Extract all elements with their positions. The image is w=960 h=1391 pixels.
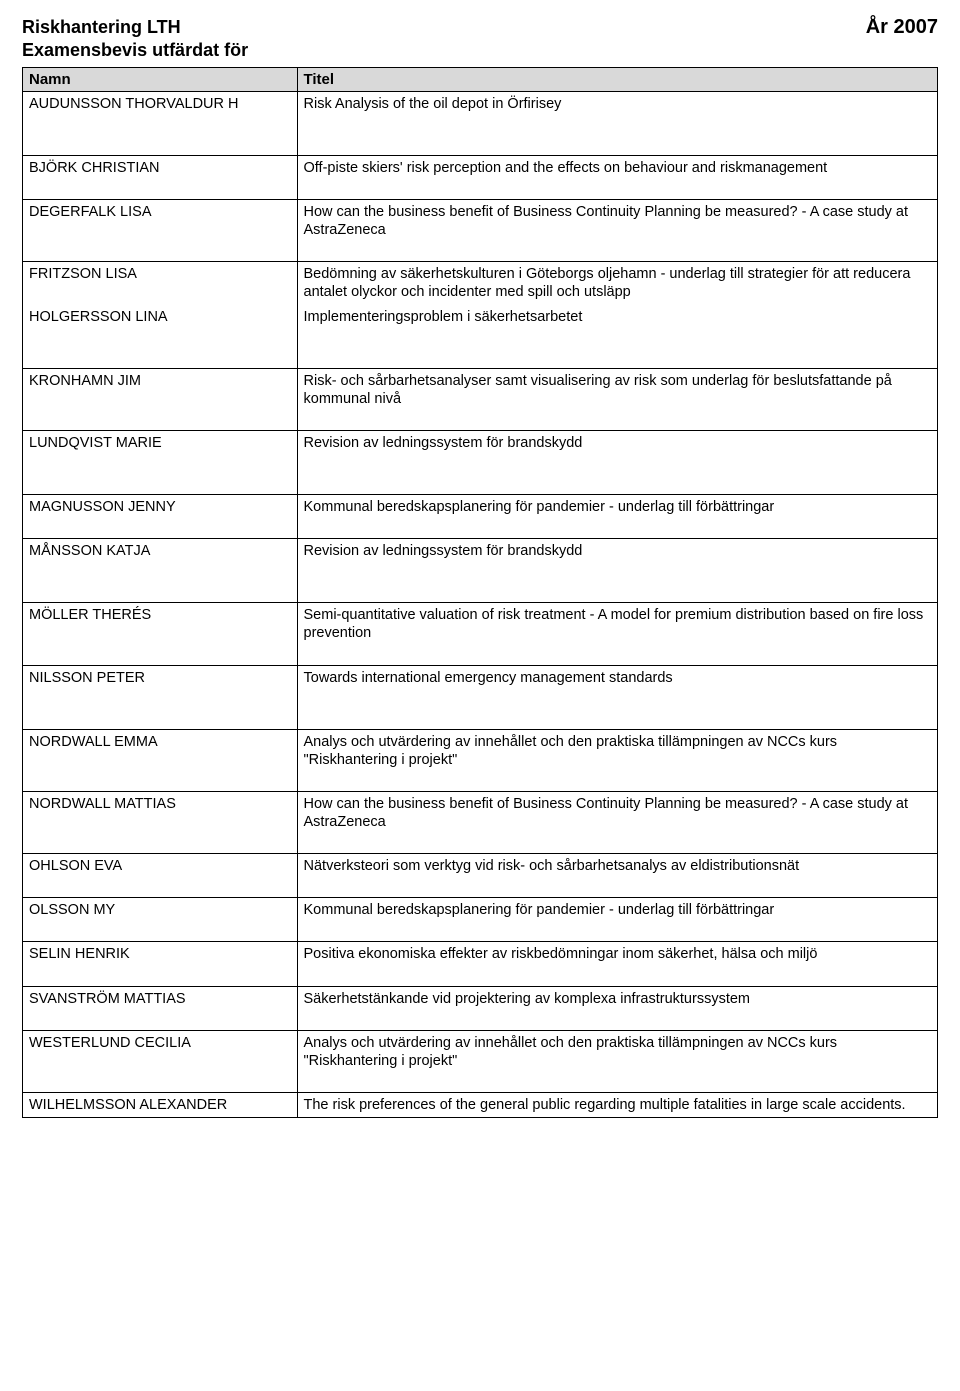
cell-title: How can the business benefit of Business… — [297, 200, 938, 262]
cell-title: Analys och utvärdering av innehållet och… — [297, 729, 938, 791]
table-row: SELIN HENRIKPositiva ekonomiska effekter… — [23, 942, 938, 986]
table-row: OHLSON EVANätverksteori som verktyg vid … — [23, 854, 938, 898]
table-row: SVANSTRÖM MATTIASSäkerhetstänkande vid p… — [23, 986, 938, 1030]
cell-title: Kommunal beredskapsplanering för pandemi… — [297, 495, 938, 539]
cell-name: MAGNUSSON JENNY — [23, 495, 298, 539]
table-row: WILHELMSSON ALEXANDERThe risk preference… — [23, 1092, 938, 1117]
cell-name: NORDWALL EMMA — [23, 729, 298, 791]
table-row: AUDUNSSON THORVALDUR HRisk Analysis of t… — [23, 91, 938, 155]
cell-title: Analys och utvärdering av innehållet och… — [297, 1030, 938, 1092]
cell-name: DEGERFALK LISA — [23, 200, 298, 262]
cell-name: MÖLLER THERÉS — [23, 603, 298, 665]
cell-name: WESTERLUND CECILIA — [23, 1030, 298, 1092]
cell-name: WILHELMSSON ALEXANDER — [23, 1092, 298, 1117]
header-line1: Riskhantering LTH — [22, 16, 248, 39]
cell-title: Risk- och sårbarhetsanalyser samt visual… — [297, 368, 938, 430]
cell-title: Revision av ledningssystem för brandskyd… — [297, 539, 938, 603]
table-row: BJÖRK CHRISTIANOff-piste skiers' risk pe… — [23, 155, 938, 199]
table-row: NORDWALL MATTIASHow can the business ben… — [23, 791, 938, 853]
table-body: AUDUNSSON THORVALDUR HRisk Analysis of t… — [23, 91, 938, 1117]
cell-title: Nätverksteori som verktyg vid risk- och … — [297, 854, 938, 898]
cell-name: LUNDQVIST MARIE — [23, 430, 298, 494]
table-row: OLSSON MYKommunal beredskapsplanering fö… — [23, 898, 938, 942]
table-row: KRONHAMN JIMRisk- och sårbarhetsanalyser… — [23, 368, 938, 430]
cell-title: Säkerhetstänkande vid projektering av ko… — [297, 986, 938, 1030]
cell-title: The risk preferences of the general publ… — [297, 1092, 938, 1117]
cell-name: MÅNSSON KATJA — [23, 539, 298, 603]
table-row: FRITZSON LISABedömning av säkerhetskultu… — [23, 262, 938, 305]
col-header-title: Titel — [297, 67, 938, 91]
header-year: År 2007 — [866, 16, 938, 39]
cell-title: Implementeringsproblem i säkerhetsarbete… — [297, 305, 938, 369]
cell-title: Off-piste skiers' risk perception and th… — [297, 155, 938, 199]
cell-name: SVANSTRÖM MATTIAS — [23, 986, 298, 1030]
header-left: Riskhantering LTH Examensbevis utfärdat … — [22, 16, 248, 63]
cell-title: Revision av ledningssystem för brandskyd… — [297, 430, 938, 494]
thesis-table: Namn Titel AUDUNSSON THORVALDUR HRisk An… — [22, 67, 938, 1118]
table-header-row: Namn Titel — [23, 67, 938, 91]
cell-name: AUDUNSSON THORVALDUR H — [23, 91, 298, 155]
cell-title: Towards international emergency manageme… — [297, 665, 938, 729]
cell-title: How can the business benefit of Business… — [297, 791, 938, 853]
cell-name: KRONHAMN JIM — [23, 368, 298, 430]
table-row: DEGERFALK LISAHow can the business benef… — [23, 200, 938, 262]
table-row: MAGNUSSON JENNYKommunal beredskapsplaner… — [23, 495, 938, 539]
cell-title: Risk Analysis of the oil depot in Örfiri… — [297, 91, 938, 155]
table-row: WESTERLUND CECILIAAnalys och utvärdering… — [23, 1030, 938, 1092]
table-row: MÖLLER THERÉSSemi-quantitative valuation… — [23, 603, 938, 665]
table-row: NILSSON PETERTowards international emerg… — [23, 665, 938, 729]
table-row: HOLGERSSON LINAImplementeringsproblem i … — [23, 305, 938, 369]
cell-title: Bedömning av säkerhetskulturen i Götebor… — [297, 262, 938, 305]
cell-name: NORDWALL MATTIAS — [23, 791, 298, 853]
table-row: NORDWALL EMMAAnalys och utvärdering av i… — [23, 729, 938, 791]
cell-name: OLSSON MY — [23, 898, 298, 942]
cell-title: Positiva ekonomiska effekter av riskbedö… — [297, 942, 938, 986]
cell-name: NILSSON PETER — [23, 665, 298, 729]
header-line2: Examensbevis utfärdat för — [22, 39, 248, 62]
cell-title: Kommunal beredskapsplanering för pandemi… — [297, 898, 938, 942]
cell-title: Semi-quantitative valuation of risk trea… — [297, 603, 938, 665]
cell-name: HOLGERSSON LINA — [23, 305, 298, 369]
page-header: Riskhantering LTH Examensbevis utfärdat … — [22, 16, 938, 63]
table-row: MÅNSSON KATJARevision av ledningssystem … — [23, 539, 938, 603]
table-row: LUNDQVIST MARIERevision av ledningssyste… — [23, 430, 938, 494]
col-header-name: Namn — [23, 67, 298, 91]
cell-name: BJÖRK CHRISTIAN — [23, 155, 298, 199]
cell-name: OHLSON EVA — [23, 854, 298, 898]
cell-name: SELIN HENRIK — [23, 942, 298, 986]
cell-name: FRITZSON LISA — [23, 262, 298, 305]
